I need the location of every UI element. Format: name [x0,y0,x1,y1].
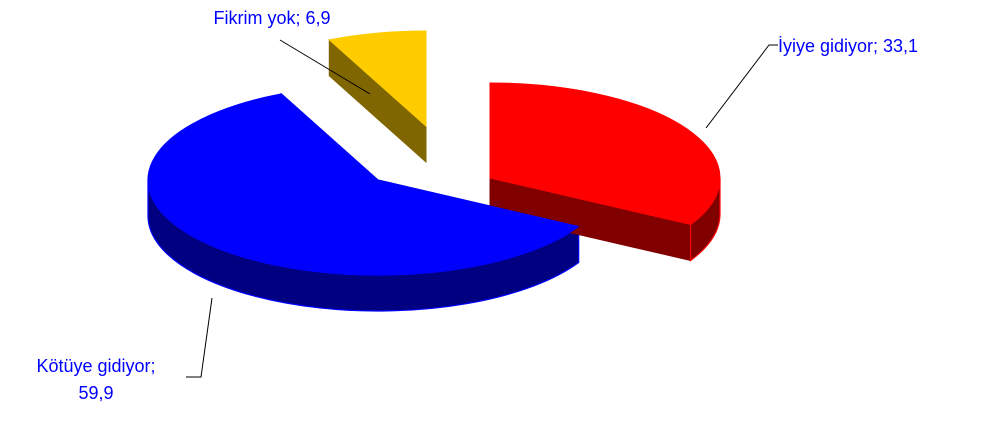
data-label-kötüye-gidiyor: Kötüye gidiyor; 59,9 [36,356,155,403]
pie-tops [147,30,721,276]
leader-line-kötüye-gidiyor [186,297,213,378]
pie-slice-i-yiye-gidiyor [489,82,721,225]
leader-line-fikrim-yok [279,39,371,95]
data-label-i-yiye-gidiyor: İyiye gidiyor; 33,1 [778,36,918,56]
pie-slice-fikrim-yok [328,30,427,128]
pie-slice-kötüye-gidiyor [147,93,580,276]
leader-line-i-yiye-gidiyor [705,44,778,129]
data-label-fikrim-yok: Fikrim yok; 6,9 [213,8,330,28]
pie-labels: İyiye gidiyor; 33,1 Kötüye gidiyor; 59,9 Fi… [36,8,918,403]
